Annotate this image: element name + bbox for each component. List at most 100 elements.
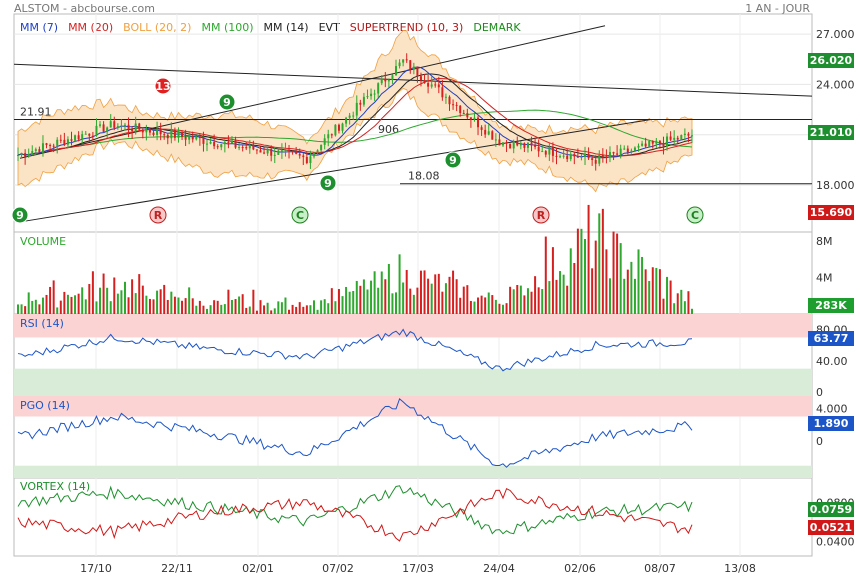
volume-bar-141 — [519, 285, 522, 314]
volume-bar-29 — [120, 290, 123, 314]
candle-body-1 — [20, 153, 23, 155]
volume-bar-13 — [63, 291, 66, 314]
volume-bar-63 — [241, 294, 244, 314]
candle-body-108 — [402, 59, 405, 63]
volume-bar-77 — [291, 304, 294, 314]
candle-body-172 — [630, 150, 633, 153]
volume-bar-108 — [402, 282, 405, 314]
candle-body-49 — [191, 136, 194, 140]
candle-body-94 — [352, 115, 355, 117]
candle-body-187 — [683, 133, 686, 136]
chart-title: ALSTOM - abcbourse.com — [14, 2, 155, 15]
candle-body-97 — [362, 96, 365, 105]
candle-body-20 — [88, 133, 91, 136]
candle-body-149 — [548, 147, 551, 155]
volume-bar-79 — [298, 302, 301, 314]
candle-body-24 — [102, 124, 105, 132]
volume-bar-33 — [134, 293, 137, 314]
candle-body-23 — [99, 124, 102, 126]
demark-marker-3 — [444, 151, 462, 169]
volume-bar-84 — [316, 309, 319, 314]
legend-item-0: MM (7) — [20, 21, 59, 34]
candle-body-184 — [673, 137, 676, 140]
candle-body-65 — [248, 144, 251, 149]
demark-marker-text-3: 9 — [449, 154, 457, 167]
candle-body-2 — [24, 153, 27, 157]
volume-bar-41 — [163, 284, 166, 314]
volume-bar-37 — [148, 298, 151, 314]
pgo-line — [17, 398, 693, 468]
volume-bar-98 — [366, 289, 369, 314]
volume-bar-140 — [516, 284, 519, 314]
candle-body-28 — [116, 126, 119, 128]
channel-upper — [19, 25, 606, 159]
candle-body-57 — [220, 144, 223, 148]
volume-bar-35 — [141, 285, 144, 314]
volume-bar-132 — [487, 292, 490, 314]
badge-volume: 283K — [808, 298, 854, 313]
volume-bar-131 — [484, 297, 487, 314]
volume-bar-181 — [662, 298, 665, 314]
badge-vortex-pos: 0.0759 — [808, 502, 854, 517]
candle-body-69 — [263, 152, 266, 154]
volume-bar-16 — [74, 295, 77, 314]
volume-bar-82 — [309, 305, 312, 314]
volume-bar-179 — [655, 267, 658, 314]
candle-body-79 — [298, 153, 301, 156]
candle-body-109 — [405, 59, 408, 61]
volume-bar-34 — [138, 274, 141, 314]
volume-bar-175 — [641, 256, 644, 314]
candle-body-90 — [337, 124, 340, 131]
volume-bar-57 — [220, 304, 223, 314]
demark-marker-text-1: 9 — [223, 96, 231, 109]
volume-bar-124 — [459, 297, 462, 314]
candle-body-145 — [534, 145, 537, 147]
candle-body-95 — [355, 102, 358, 116]
rsi-tick-1: 40.00 — [816, 355, 848, 368]
demark-marker-6 — [291, 206, 309, 224]
volume-bar-121 — [448, 276, 451, 314]
volume-bar-50 — [195, 305, 198, 314]
demark-marker-text-4: 9 — [16, 209, 24, 222]
volume-bar-162 — [594, 240, 597, 314]
volume-bar-151 — [555, 279, 558, 314]
volume-bar-136 — [501, 304, 504, 314]
volume-bar-24 — [102, 273, 105, 314]
volume-bar-169 — [619, 243, 622, 314]
candle-body-13 — [63, 139, 66, 145]
volume-bar-137 — [505, 303, 508, 314]
evt-text: 906 — [378, 123, 399, 136]
volume-bar-107 — [398, 254, 401, 314]
volume-bar-99 — [370, 280, 373, 314]
pgo-tick-0: 4.000 — [816, 402, 848, 415]
volume-bar-172 — [630, 261, 633, 314]
candle-body-17 — [77, 135, 80, 140]
candle-body-63 — [241, 147, 244, 149]
ma100-line — [17, 109, 693, 156]
volume-bar-135 — [498, 303, 501, 314]
volume-bar-70 — [266, 302, 269, 314]
candle-body-161 — [591, 158, 594, 160]
price-tick-0: 27.000 — [816, 28, 855, 41]
candle-body-165 — [605, 156, 608, 158]
candle-body-151 — [555, 155, 558, 157]
volume-bar-86 — [323, 299, 326, 314]
volume-bar-114 — [423, 270, 426, 314]
candle-body-154 — [566, 155, 569, 160]
candle-body-8 — [45, 143, 48, 146]
volume-bar-95 — [355, 280, 358, 314]
candle-body-176 — [644, 143, 647, 147]
candle-body-76 — [288, 149, 291, 151]
candle-body-52 — [202, 138, 205, 144]
volume-bar-68 — [259, 300, 262, 314]
demark-marker-0 — [154, 77, 172, 95]
candle-body-53 — [206, 143, 209, 145]
volume-bar-56 — [216, 300, 219, 314]
candle-body-158 — [580, 156, 583, 158]
volume-bar-123 — [455, 279, 458, 314]
candle-body-43 — [170, 130, 173, 139]
volume-bar-25 — [106, 287, 109, 314]
legend-item-5: EVT — [318, 21, 340, 34]
volume-bar-185 — [676, 293, 679, 314]
candle-body-162 — [594, 159, 597, 164]
